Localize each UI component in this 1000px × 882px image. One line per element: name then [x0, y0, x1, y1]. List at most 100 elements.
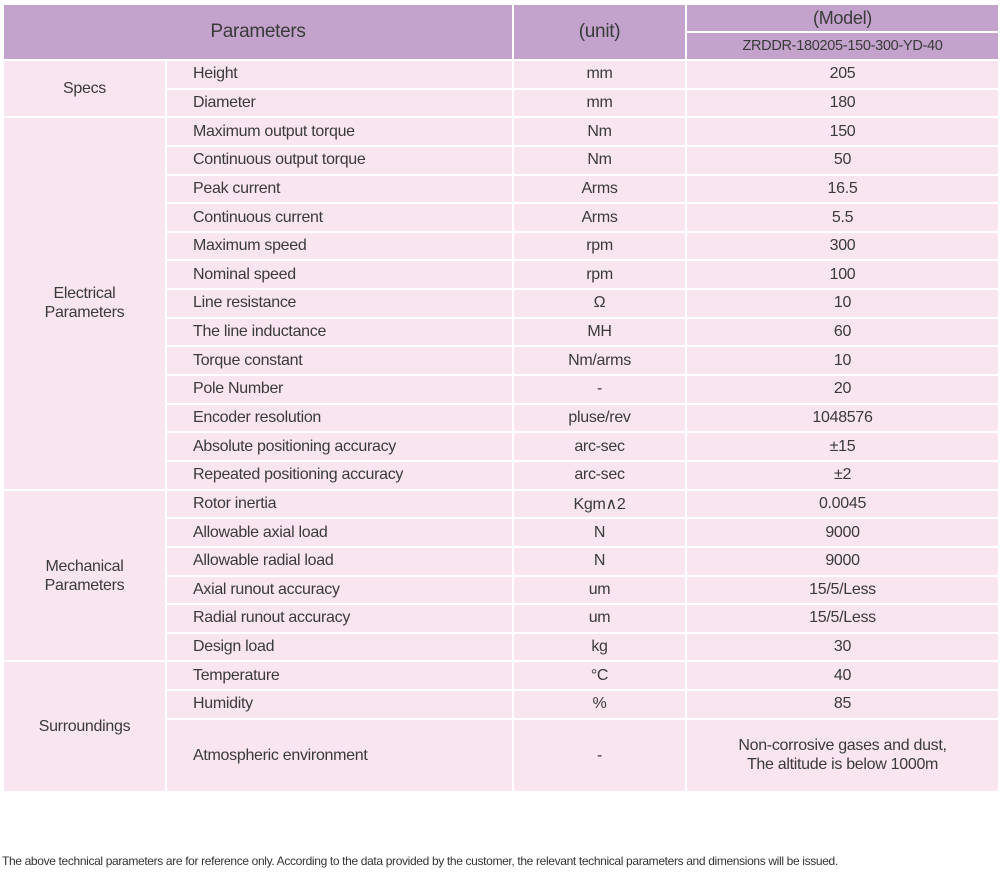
value-line: The altitude is below 1000m: [746, 756, 939, 774]
table-row: Nominal speed rpm 100: [3, 259, 1000, 291]
table-row: Allowable radial load N 9000: [3, 545, 1000, 577]
table-row: Design load kg 30: [3, 631, 1000, 663]
param-unit: kg: [512, 631, 688, 663]
param-unit: Nm: [512, 116, 688, 147]
param-name: Temperature: [164, 660, 515, 692]
param-value: 10: [685, 288, 1000, 319]
param-value: 60: [685, 316, 1000, 348]
table-row: Humidity% 85: [3, 689, 1000, 720]
param-name: The line inductance: [164, 316, 515, 348]
param-value: 1048576: [685, 402, 1000, 434]
table-row: Atmospheric environment - Non-corrosive ga…: [3, 717, 1000, 793]
param-value: 0.0045: [685, 488, 1000, 520]
param-value: 16.5: [685, 173, 1000, 205]
table-row: Peak current Arms 16.5: [3, 173, 1000, 205]
param-unit: MH: [512, 316, 688, 348]
value-line: Non-corrosive gases and dust,: [738, 737, 947, 755]
spec-table: Parameters (unit) (Model) ZRDDR-180205-1…: [1, 3, 1000, 793]
header-model-name: ZRDDR-180205-150-300-YD-40: [685, 31, 1000, 61]
table-row: Diameter mm 180: [3, 87, 1000, 119]
param-unit: um: [512, 574, 688, 606]
param-value: 205: [685, 59, 1000, 90]
header-parameters: Parameters: [1, 3, 515, 61]
param-name: Absolute positioning accuracy: [164, 431, 515, 462]
param-unit: °C: [512, 660, 688, 692]
table-row: Line resistance Ω 10: [3, 288, 1000, 319]
param-name: Atmospheric environment: [164, 717, 515, 793]
param-name: Design load: [164, 631, 515, 663]
param-name: Line resistance: [164, 288, 515, 319]
param-name: Continuous output torque: [164, 144, 515, 176]
param-unit: pluse/rev: [512, 402, 688, 434]
table-row: Surroundings Temperature °C 40: [2, 660, 1000, 793]
param-value: 9000: [685, 517, 1000, 548]
table-row: Radial runout accuracy um 15/5/Less: [3, 603, 1000, 634]
table-row: Torque constant Nm/arms 10: [3, 345, 1000, 377]
param-value: ±2: [685, 459, 1000, 491]
group-label: Specs: [2, 58, 167, 119]
param-unit: rpm: [512, 230, 688, 262]
param-unit: arc-sec: [512, 431, 688, 462]
param-name: Diameter: [164, 87, 515, 119]
param-name: Peak current: [164, 173, 515, 205]
param-name: Continuous current: [164, 202, 515, 233]
param-unit: %: [512, 689, 688, 720]
param-unit: Nm: [512, 144, 688, 176]
param-unit: N: [512, 545, 688, 577]
param-unit: Nm/arms: [512, 345, 688, 377]
param-unit: um: [512, 603, 688, 634]
group-label: Mechanical Parameters: [2, 488, 167, 663]
param-value: 180: [685, 87, 1000, 119]
table-row: Encoder resolution pluse/rev 1048576: [3, 402, 1000, 434]
table-row: Specs Height mm 205: [2, 58, 1000, 119]
param-name: Torque constant: [164, 345, 515, 377]
param-unit: Kgm∧2: [512, 488, 688, 520]
param-value: 9000: [685, 545, 1000, 577]
param-value: 5.5: [685, 202, 1000, 233]
param-value: 15/5/Less: [685, 574, 1000, 606]
param-unit: rpm: [512, 259, 688, 291]
table-row: Electrical Parameters Maximum output torq…: [2, 116, 1000, 491]
param-name: Humidity: [164, 689, 515, 720]
param-name: Axial runout accuracy: [164, 574, 515, 606]
param-unit: mm: [512, 87, 688, 119]
param-unit: -: [512, 374, 688, 405]
param-value: 10: [685, 345, 1000, 377]
param-value: 20: [685, 374, 1000, 405]
param-name: Rotor inertia: [164, 488, 515, 520]
table-row: Continuous output torque Nm 50: [3, 144, 1000, 176]
group-label: Electrical Parameters: [2, 116, 167, 491]
param-unit: Arms: [512, 202, 688, 233]
param-unit: mm: [512, 59, 688, 90]
param-name: Repeated positioning accuracy: [164, 459, 515, 491]
table-row: Allowable axial load N 9000: [3, 517, 1000, 548]
footer-note: The above technical parameters are for r…: [2, 854, 838, 868]
param-value: Non-corrosive gases and dust, The altitud…: [685, 717, 1000, 793]
param-value: 100: [685, 259, 1000, 291]
param-value: 30: [685, 631, 1000, 663]
table-row: Maximum speed rpm 300: [3, 230, 1000, 262]
param-name: Height: [164, 59, 515, 90]
param-name: Maximum output torque: [164, 116, 515, 147]
param-value: 150: [685, 116, 1000, 147]
table-row: Continuous current Arms 5.5: [3, 202, 1000, 233]
param-value: 15/5/Less: [685, 603, 1000, 634]
param-unit: -: [512, 717, 688, 793]
group-label: Surroundings: [2, 660, 167, 793]
param-name: Maximum speed: [164, 230, 515, 262]
header-unit: (unit): [512, 3, 688, 61]
param-name: Encoder resolution: [164, 402, 515, 434]
param-value: 50: [685, 144, 1000, 176]
param-name: Allowable radial load: [164, 545, 515, 577]
param-value: ±15: [685, 431, 1000, 462]
table-row: Repeated positioning accuracy arc-sec ±2: [3, 459, 1000, 491]
param-value: 85: [685, 689, 1000, 720]
param-value: 40: [685, 660, 1000, 692]
table-body: Specs Height mm 205 Diameter mm 180 Electrical …: [2, 58, 1000, 793]
param-name: Pole Number: [164, 374, 515, 405]
param-name: Allowable axial load: [164, 517, 515, 548]
param-value: 300: [685, 230, 1000, 262]
param-name: Nominal speed: [164, 259, 515, 291]
param-unit: arc-sec: [512, 459, 688, 491]
param-unit: Arms: [512, 173, 688, 205]
